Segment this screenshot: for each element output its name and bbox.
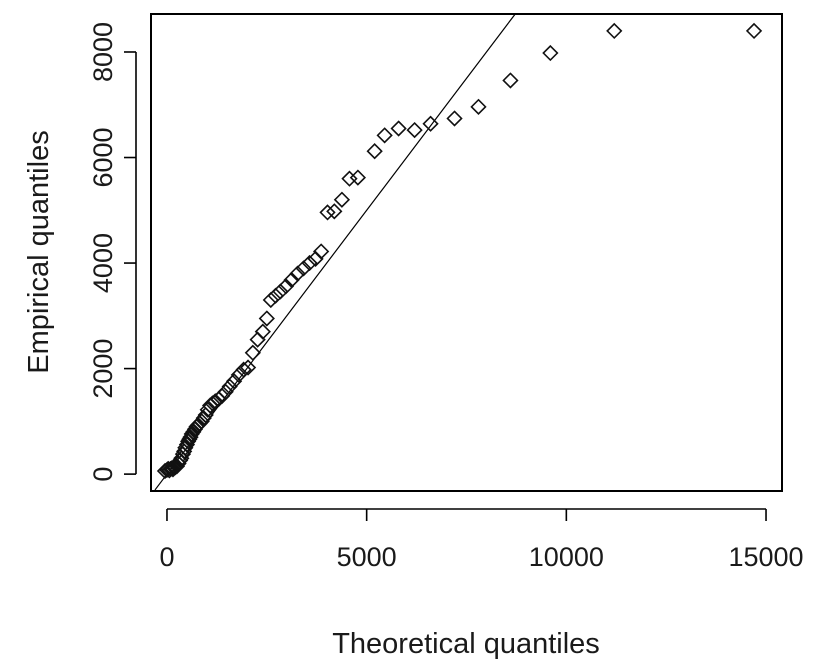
data-point [406,121,423,139]
y-tick-label: 4000 [88,233,118,293]
data-point [254,323,271,340]
x-tick-label: 15000 [728,542,803,572]
y-axis: 0 2000 4000 6000 8000 [88,22,137,482]
data-point [213,387,231,405]
data-point [199,401,216,418]
y-tick-label: 2000 [88,339,118,399]
data-point [225,373,243,390]
data-point [422,115,439,132]
data-point [446,110,463,127]
data-point [277,278,295,295]
data-point [262,291,279,309]
x-tick-label: 0 [159,542,174,572]
data-point [283,271,300,289]
data-point [258,310,275,327]
data-point [376,127,393,144]
data-point [272,283,289,300]
data-point [606,22,623,40]
data-point [221,378,238,395]
data-point [289,265,306,282]
data-point [326,203,343,220]
y-tick-label: 8000 [88,22,118,82]
data-point [502,72,519,89]
y-axis-title: Empirical quantiles [23,130,55,373]
data-point [217,383,234,400]
data-point [319,204,336,221]
data-point [542,44,559,62]
plot-frame [150,13,783,492]
data-points [156,22,763,480]
data-point [235,361,252,378]
data-point [239,359,257,376]
reference-line [154,13,517,491]
data-point [390,120,407,137]
data-point [312,243,330,260]
data-point [249,331,266,348]
data-point [230,366,247,384]
data-point [341,170,358,187]
x-axis-title: Theoretical quantiles [332,628,600,660]
data-point [244,344,261,361]
data-point [470,98,487,115]
data-point [295,260,312,277]
data-point [333,191,351,208]
data-point [267,287,284,304]
y-tick-label: 0 [88,467,118,482]
x-tick-label: 10000 [529,542,604,572]
data-point [745,22,763,40]
data-point [349,169,367,186]
y-tick-label: 6000 [88,127,118,187]
data-point [366,143,383,160]
data-point [301,254,318,272]
x-axis: 0 5000 10000 15000 [159,508,804,572]
x-tick-label: 5000 [337,542,397,572]
